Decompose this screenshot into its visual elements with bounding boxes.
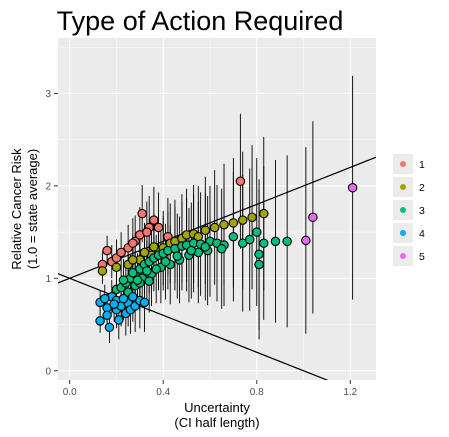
data-points — [95, 176, 358, 333]
legend: 1 2 3 4 5 — [393, 154, 425, 266]
data-point-series-5 — [347, 182, 358, 193]
data-point-series-3 — [118, 275, 129, 285]
y-tick-label: 1 — [45, 274, 51, 285]
data-point-series-4 — [118, 293, 129, 304]
data-point-series-4 — [128, 292, 138, 302]
data-point-series-3 — [228, 231, 239, 242]
x-tick-label: 1.2 — [343, 387, 357, 398]
data-point-series-4 — [139, 297, 150, 308]
legend-label-1: 1 — [419, 159, 425, 171]
data-point-series-4 — [102, 310, 112, 321]
data-point-series-2 — [237, 215, 248, 225]
data-point-series-3 — [200, 242, 211, 252]
data-point-series-3 — [254, 249, 264, 260]
data-point-series-2 — [149, 242, 159, 252]
data-point-series-1 — [235, 176, 246, 187]
data-point-series-2 — [128, 255, 138, 265]
data-point-series-2 — [200, 225, 211, 236]
data-point-series-3 — [128, 268, 138, 278]
legend-key-1 — [400, 161, 406, 167]
data-point-series-2 — [97, 266, 108, 276]
data-point-series-2 — [247, 212, 257, 223]
data-point-series-3 — [282, 236, 292, 247]
data-point-series-1 — [102, 245, 112, 256]
data-point-series-3 — [254, 259, 264, 270]
legend-label-2: 2 — [419, 182, 425, 194]
y-axis-title-line1: Relative Cancer Risk — [9, 148, 24, 270]
y-axis-title-line2: (1.0 = state average) — [25, 149, 40, 269]
legend-label-4: 4 — [419, 228, 425, 240]
x-axis-title-line2: (CI half length) — [174, 415, 259, 430]
x-tick-label: 0.0 — [63, 387, 77, 398]
data-point-series-1 — [137, 208, 147, 219]
data-point-series-1 — [153, 222, 164, 233]
chart-title: Type of Action Required — [57, 6, 344, 36]
data-point-series-4 — [109, 299, 119, 309]
x-axis-title-line1: Uncertainty — [184, 400, 250, 415]
data-point-series-1 — [128, 238, 138, 248]
y-tick-label: 2 — [45, 181, 51, 192]
x-tick-label: 0.8 — [250, 387, 264, 398]
data-point-series-3 — [132, 275, 143, 285]
data-point-series-4 — [104, 322, 115, 333]
legend-key-3 — [400, 207, 406, 213]
data-point-series-4 — [95, 316, 105, 326]
data-point-series-3 — [142, 266, 152, 276]
data-point-series-2 — [139, 247, 150, 258]
data-point-series-3 — [252, 227, 262, 237]
axes: 0.0 0.4 0.8 1.2 0 1 2 3 — [45, 89, 357, 398]
data-point-series-3 — [186, 245, 197, 256]
data-point-series-3 — [259, 238, 269, 248]
data-point-series-3 — [144, 276, 154, 286]
legend-label-5: 5 — [419, 251, 425, 263]
y-tick-label: 0 — [45, 366, 51, 377]
x-tick-label: 0.4 — [156, 387, 170, 398]
data-point-series-1 — [142, 227, 152, 237]
data-point-series-3 — [270, 236, 281, 247]
data-point-series-2 — [228, 218, 239, 228]
data-point-series-3 — [160, 256, 171, 267]
data-point-series-4 — [100, 293, 110, 304]
legend-key-5 — [400, 253, 406, 259]
data-point-series-5 — [308, 212, 318, 223]
data-point-series-3 — [151, 264, 161, 274]
data-point-series-1 — [116, 247, 126, 258]
legend-key-2 — [400, 184, 406, 190]
data-point-series-3 — [216, 243, 227, 254]
data-point-series-4 — [114, 315, 124, 325]
data-point-series-2 — [209, 222, 220, 233]
data-point-series-2 — [259, 208, 269, 219]
data-point-series-3 — [244, 234, 255, 245]
data-point-series-2 — [111, 262, 122, 272]
legend-label-3: 3 — [419, 205, 425, 217]
data-point-series-1 — [149, 215, 159, 225]
y-tick-label: 3 — [45, 89, 51, 100]
legend-key-4 — [400, 230, 406, 236]
data-point-series-3 — [172, 251, 183, 261]
data-point-series-2 — [219, 219, 229, 230]
data-point-series-5 — [301, 235, 311, 246]
